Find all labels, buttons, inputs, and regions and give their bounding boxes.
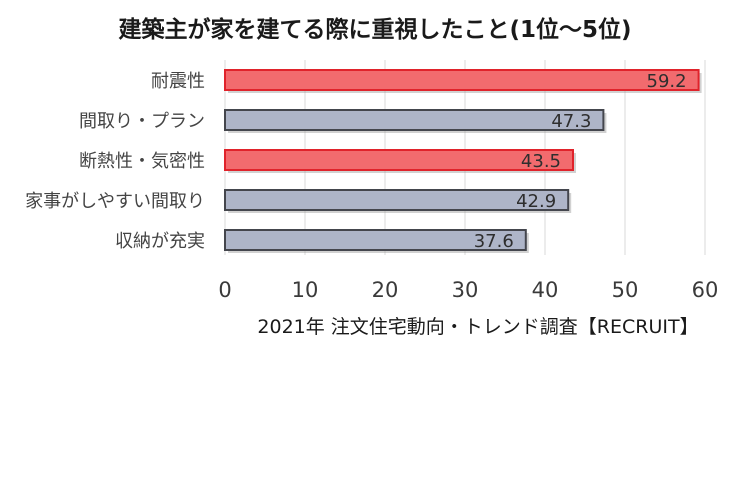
x-tick-label: 40 (532, 278, 559, 302)
category-label: 耐震性 (151, 71, 205, 92)
x-tick-label: 20 (372, 278, 399, 302)
x-tick-label: 30 (452, 278, 479, 302)
bar (224, 149, 574, 171)
value-label: 59.2 (647, 71, 687, 92)
category-label: 収納が充実 (115, 231, 205, 252)
bar (224, 229, 527, 251)
value-label: 37.6 (474, 231, 514, 252)
bars (224, 69, 702, 253)
value-labels: 59.2 47.3 43.5 42.937.6 (474, 71, 687, 252)
x-tick-label: 0 (218, 278, 231, 302)
value-label: 43.5 (521, 151, 561, 172)
x-tick-label: 50 (612, 278, 639, 302)
value-label: 47.3 (551, 111, 591, 132)
x-tick-label: 60 (692, 278, 719, 302)
bar (224, 189, 570, 211)
value-label: 42.9 (516, 191, 556, 212)
x-tick-labels: 0 10 20 30 40 50 60 (218, 278, 718, 302)
bar (224, 69, 700, 91)
category-label: 間取り・プラン (79, 111, 205, 132)
chart-title: 建築主が家を建てる際に重視したこと(1位～5位) (118, 16, 631, 43)
category-label: 家事がしやすい間取り (25, 191, 205, 212)
category-label: 断熱性・気密性 (79, 151, 205, 172)
bar (224, 109, 605, 131)
x-axis-label: 2021年 注文住宅動向・トレンド調査【RECRUIT】 (257, 316, 698, 338)
x-tick-label: 10 (292, 278, 319, 302)
